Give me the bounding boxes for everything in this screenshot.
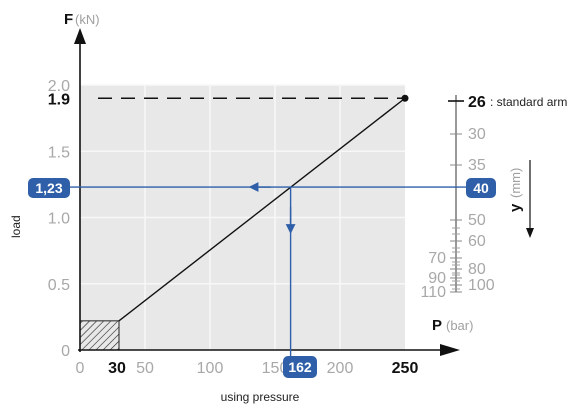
y-axis-arrow: [74, 28, 86, 44]
x-axis-label: using pressure: [221, 390, 300, 404]
x-axis-letter: P: [432, 317, 442, 334]
y-tick-label: 1.0: [48, 211, 70, 228]
y-axis-letter: F: [64, 11, 73, 28]
x-tick-label: 0: [76, 360, 85, 377]
y-axis-ticks: 0 0.5 1.0 1.5 2.0: [48, 78, 70, 360]
y-tick-label: 0.5: [48, 277, 70, 294]
svg-text:40: 40: [473, 180, 489, 196]
pressure-badge: 162: [283, 356, 317, 378]
series-end-point: [401, 94, 409, 102]
x-axis-ticks: 0 50 100 150 200 30 250: [76, 360, 419, 377]
svg-text:1,23: 1,23: [35, 180, 62, 196]
x-axis-arrow: [440, 344, 460, 356]
svg-text:162: 162: [288, 359, 312, 375]
x-tick-label: 150: [262, 360, 289, 377]
arm-length-badge: 40: [466, 178, 496, 198]
right-tick-label: 110: [420, 284, 446, 301]
right-axis-letter: y: [507, 203, 524, 212]
right-axis-unit: (mm): [508, 168, 523, 198]
y-axis-unit: (kN): [75, 12, 100, 27]
standard-arm-value: 26: [468, 94, 486, 111]
standard-arm-label: : standard arm: [490, 95, 567, 109]
y-tick-label: 0: [61, 343, 70, 360]
x-tick-label-highlight: 250: [392, 360, 419, 377]
x-tick-label: 200: [327, 360, 354, 377]
y-tick-label: 2.0: [48, 78, 70, 95]
right-axis-direction-arrow: [526, 228, 534, 238]
right-tick-label: 90: [428, 270, 446, 287]
right-tick-label: 35: [468, 157, 486, 174]
x-tick-label-highlight: 30: [108, 360, 126, 377]
right-tick-label: 30: [468, 126, 486, 143]
right-tick-label: 70: [428, 250, 446, 267]
series-line: [118, 97, 406, 322]
right-tick-label: 100: [468, 277, 495, 294]
y-tick-label-highlight: 1.9: [48, 91, 70, 108]
x-tick-label: 50: [136, 360, 154, 377]
force-badge: 1,23: [28, 178, 70, 198]
x-tick-label: 100: [197, 360, 224, 377]
grid-lines: [80, 84, 405, 350]
right-axis-ticks: 30 35 50 60 70 80 90 100 110: [420, 126, 494, 301]
x-axis-unit: (bar): [446, 318, 473, 333]
y-tick-label: 1.5: [48, 144, 70, 161]
y-axis-label: load: [9, 215, 23, 238]
right-tick-label: 60: [468, 233, 486, 250]
right-tick-label: 50: [468, 212, 486, 229]
hatched-region: [79, 320, 120, 351]
right-tick-label: 80: [468, 261, 486, 278]
